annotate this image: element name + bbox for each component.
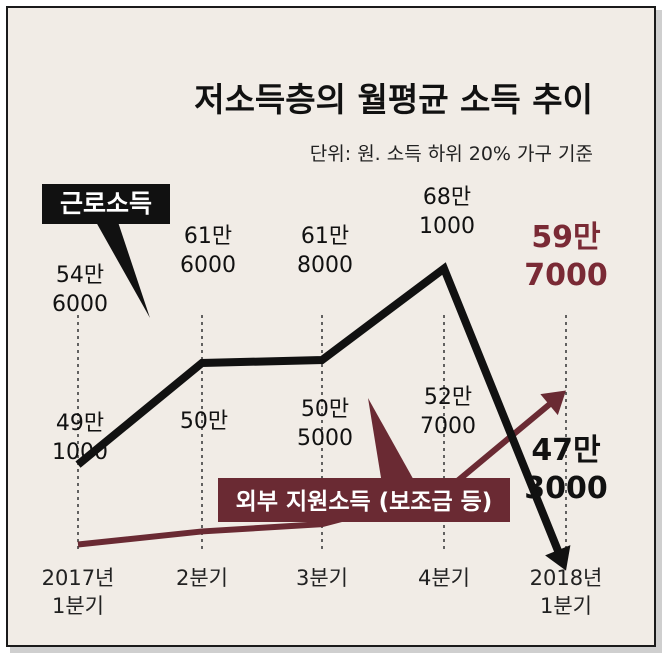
chart-frame: 저소득층의 월평균 소득 추이 단위: 원. 소득 하위 20% 가구 기준 5…: [6, 6, 656, 647]
work-income-label-1: 61만 6000: [180, 224, 236, 278]
support-income-label-1: 50만: [180, 409, 228, 434]
income-chart: 저소득층의 월평균 소득 추이 단위: 원. 소득 하위 20% 가구 기준 5…: [42, 80, 608, 618]
work-income-label-0: 54만 6000: [52, 263, 108, 317]
legend-box-work: [42, 184, 170, 224]
series-line-1: [77, 400, 554, 548]
legend-pointer-work: [96, 222, 150, 318]
legend-label-support: 외부 지원소득 (보조금 등): [236, 489, 493, 515]
support-income-label-2: 50만 5000: [297, 397, 353, 451]
chart-subtitle: 단위: 원. 소득 하위 20% 가구 기준: [310, 143, 593, 165]
work-income-label-3: 68만 1000: [419, 185, 475, 239]
legend-pointer-support: [368, 398, 416, 484]
support-income-label-4: 59만 7000: [524, 220, 608, 293]
x-tick-label-1: 2분기: [176, 566, 228, 590]
support-income-series: [77, 390, 567, 548]
work-income-label-2: 61만 8000: [297, 224, 353, 278]
x-axis-labels: 2017년 1분기 2분기 3분기 4분기 2018년 1분기: [42, 566, 603, 618]
chart-title: 저소득층의 월평균 소득 추이: [194, 80, 593, 119]
work-income-series: [75, 262, 571, 571]
x-tick-label-3: 4분기: [418, 566, 470, 590]
work-income-label-4: 47만 3000: [524, 433, 608, 506]
x-tick-label-2: 3분기: [296, 566, 348, 590]
series-arrowhead-0: [545, 545, 571, 571]
x-tick-label-0: 2017년 1분기: [42, 566, 115, 618]
data-labels: 54만 6000 61만 6000 61만 8000 68만 1000 47만 3000 49만 10…: [52, 185, 608, 506]
x-tick-label-4: 2018년 1분기: [530, 566, 603, 618]
legend-box-support: [218, 478, 510, 522]
support-income-label-3: 52만 7000: [420, 385, 476, 439]
legend-label-work: 근로소득: [60, 189, 152, 218]
support-income-label-0: 49만 1000: [52, 411, 108, 465]
series-arrowhead-1: [540, 390, 566, 416]
